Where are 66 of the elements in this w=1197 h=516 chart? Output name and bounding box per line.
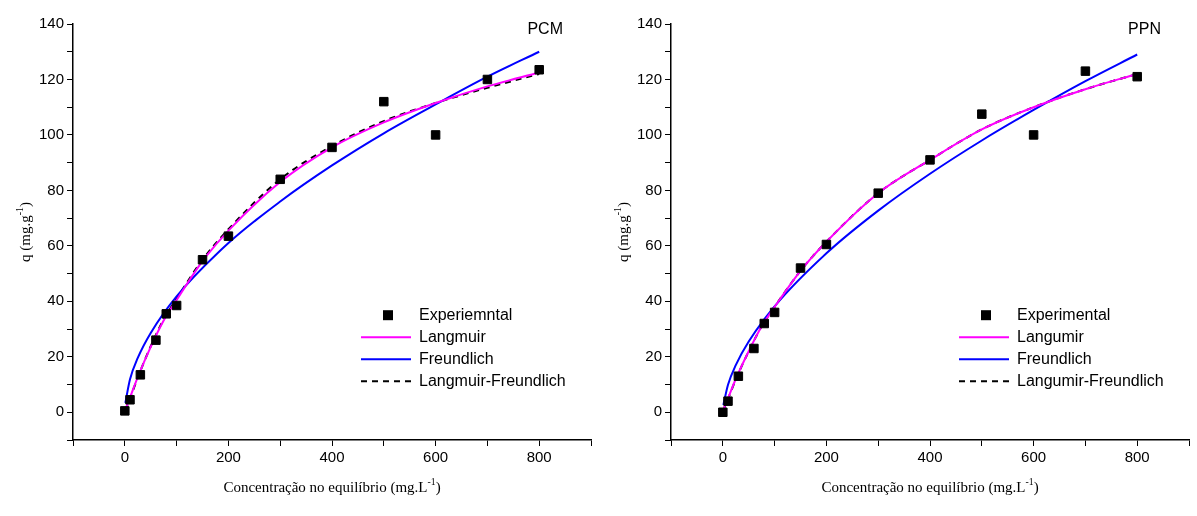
y-tick-label: 100 bbox=[39, 125, 65, 143]
x-tick-label: 400 bbox=[917, 448, 943, 466]
y-tick-label: 120 bbox=[637, 69, 663, 87]
point bbox=[151, 335, 161, 345]
legend-label: Experiemntal bbox=[419, 305, 513, 323]
point bbox=[1132, 71, 1142, 82]
x-tick-label: 200 bbox=[215, 448, 241, 466]
point bbox=[171, 300, 182, 311]
point bbox=[223, 231, 234, 241]
x-tick-label: 800 bbox=[526, 448, 552, 466]
x-tick-label: 600 bbox=[423, 448, 449, 466]
point bbox=[197, 254, 208, 265]
point bbox=[275, 174, 285, 185]
point bbox=[125, 395, 135, 405]
x-tick-label: 0 bbox=[120, 448, 129, 466]
y-tick-label: 60 bbox=[47, 236, 65, 254]
point bbox=[135, 370, 146, 380]
legend-label: Freundlich bbox=[1017, 349, 1092, 367]
point bbox=[482, 74, 493, 85]
point bbox=[749, 343, 759, 354]
y-tick-label: 0 bbox=[653, 402, 663, 420]
point bbox=[821, 239, 832, 250]
point bbox=[430, 130, 441, 140]
y-tick-label: 100 bbox=[637, 125, 663, 143]
point bbox=[120, 406, 130, 416]
y-axis-title: q (mg.g-1) bbox=[14, 202, 34, 262]
y-tick-label: 80 bbox=[47, 180, 65, 198]
x-tick-label: 400 bbox=[319, 448, 345, 466]
point bbox=[327, 142, 337, 153]
point bbox=[718, 407, 728, 418]
y-tick-label: 20 bbox=[47, 346, 65, 364]
y-axis-title: q (mg.g-1) bbox=[612, 202, 632, 262]
point bbox=[379, 96, 389, 107]
legend-label: Freundlich bbox=[419, 349, 494, 367]
legend-label: Langumir bbox=[1017, 327, 1085, 345]
legend-label: Langmuir bbox=[419, 327, 487, 345]
point bbox=[759, 318, 770, 329]
point bbox=[534, 65, 544, 75]
y-tick-label: 80 bbox=[645, 180, 663, 198]
point bbox=[769, 307, 780, 318]
y-tick-label: 120 bbox=[39, 69, 65, 87]
legend-label: Experimental bbox=[1017, 305, 1111, 323]
y-tick-label: 40 bbox=[645, 291, 663, 309]
point bbox=[161, 309, 172, 319]
x-tick-label: 200 bbox=[813, 448, 839, 466]
y-tick-label: 40 bbox=[47, 291, 65, 309]
x-tick-label: 800 bbox=[1124, 448, 1150, 466]
chart-title: PPN bbox=[1128, 20, 1161, 38]
y-tick-label: 20 bbox=[645, 346, 663, 364]
point bbox=[723, 396, 733, 406]
point bbox=[977, 109, 987, 119]
point bbox=[1028, 130, 1039, 140]
point bbox=[873, 188, 883, 198]
y-tick-label: 140 bbox=[39, 14, 65, 32]
x-tick-label: 0 bbox=[718, 448, 727, 466]
legend-label: Langmuir-Freundlich bbox=[419, 371, 566, 389]
x-tick-label: 600 bbox=[1021, 448, 1047, 466]
point bbox=[795, 263, 806, 273]
point bbox=[925, 155, 935, 165]
point bbox=[733, 371, 744, 381]
point bbox=[1080, 66, 1091, 76]
chart-title: PCM bbox=[527, 20, 563, 38]
y-tick-label: 140 bbox=[637, 14, 663, 32]
legend-label: Langumir-Freundlich bbox=[1017, 371, 1164, 389]
y-tick-label: 60 bbox=[645, 236, 663, 254]
y-tick-label: 0 bbox=[55, 402, 65, 420]
